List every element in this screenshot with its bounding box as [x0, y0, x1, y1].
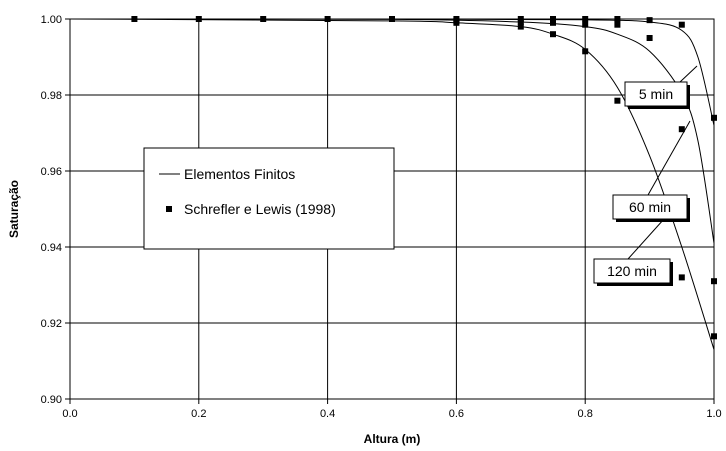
- data-point-60-min: [678, 126, 685, 133]
- data-point-120-min: [582, 48, 589, 55]
- data-point-5-min: [582, 16, 589, 22]
- legend: Elementos Finitos Schrefler e Lewis (199…: [143, 147, 395, 250]
- callout-leader-60-min: [647, 120, 691, 196]
- data-point-5-min: [550, 16, 556, 22]
- callout-box-120-min: [593, 258, 671, 284]
- data-point-5-min: [389, 16, 395, 22]
- data-point-60-min: [517, 18, 524, 25]
- data-point-5-min: [131, 16, 138, 22]
- callouts: 5 min 60 min 120 min: [593, 65, 698, 286]
- y-tick-label: 1.00: [41, 14, 62, 26]
- data-point-120-min: [550, 31, 556, 38]
- x-tick-label: 1.0: [706, 408, 721, 420]
- callout-label-60-min: 60 min: [629, 199, 671, 215]
- y-tick-label: 0.96: [41, 166, 62, 178]
- data-point-120-min: [614, 97, 621, 104]
- legend-marker-square: [166, 206, 172, 212]
- callout-label-120-min: 120 min: [607, 263, 657, 279]
- data-point-5-min: [711, 114, 717, 121]
- data-point-120-min: [517, 23, 524, 30]
- y-tick-label: 0.92: [41, 318, 62, 330]
- y-tick-label: 0.98: [41, 90, 62, 102]
- data-point-60-min: [614, 21, 621, 28]
- legend-label-line: Elementos Finitos: [184, 166, 295, 182]
- legend-label-points: Schrefler e Lewis (1998): [184, 201, 336, 217]
- x-axis-title: Altura (m): [364, 432, 421, 446]
- data-point-5-min: [260, 16, 267, 22]
- data-point-120-min: [678, 274, 685, 281]
- data-point-60-min: [646, 35, 653, 41]
- y-axis-title: Saturação: [7, 180, 21, 238]
- callout-box-60-min: [612, 194, 688, 220]
- data-point-60-min: [550, 19, 556, 26]
- data-point-5-min: [324, 16, 331, 22]
- y-tick-label: 0.94: [41, 242, 62, 254]
- x-tick-label: 0.0: [62, 408, 77, 420]
- callout-box-5-min: [624, 81, 688, 107]
- data-point-5-min: [678, 21, 685, 28]
- data-point-5-min: [195, 16, 202, 22]
- legend-box: [143, 147, 395, 250]
- x-tick-label: 0.4: [320, 408, 335, 420]
- data-point-120-min: [711, 333, 717, 340]
- callout-leader-5-min: [679, 65, 698, 83]
- data-point-60-min: [582, 21, 589, 28]
- series-line-60-min: [69, 18, 715, 244]
- data-point-5-min: [614, 16, 621, 22]
- callout-leader-120-min: [627, 218, 665, 260]
- callout-label-5-min: 5 min: [639, 86, 673, 102]
- x-tick-label: 0.2: [191, 408, 206, 420]
- ticks: 0.0 0.2 0.4 0.6 0.8 1.0 0.90 0.92 0.94 0.96 0.98 1.…: [41, 14, 722, 420]
- data-point-5-min: [646, 17, 653, 24]
- x-tick-label: 0.8: [578, 408, 593, 420]
- data-point-60-min: [711, 278, 717, 285]
- x-tick-label: 0.6: [449, 408, 464, 420]
- data-point-120-min: [453, 19, 460, 26]
- y-tick-label: 0.90: [41, 394, 62, 406]
